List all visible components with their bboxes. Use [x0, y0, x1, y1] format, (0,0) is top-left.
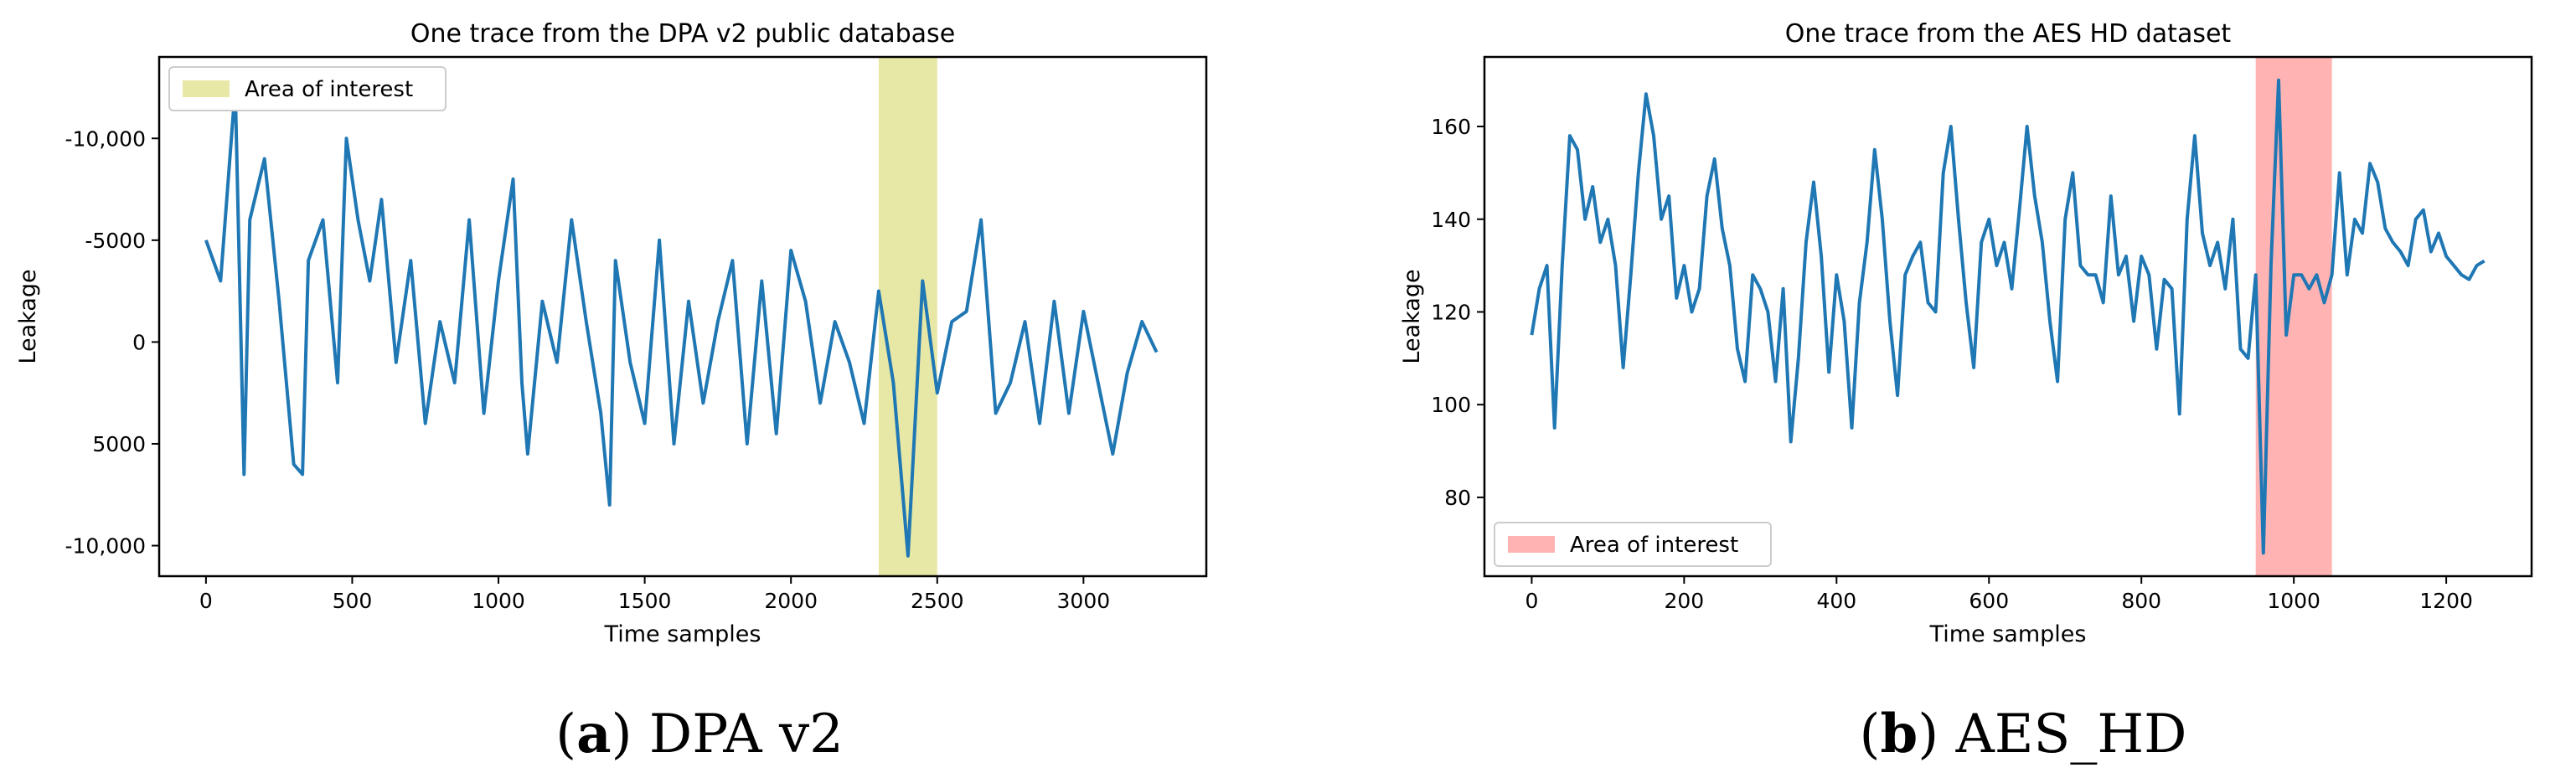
- y-tick-label: -10,000: [65, 534, 147, 559]
- x-axis-label: Time samples: [604, 621, 761, 647]
- x-tick-label: 600: [1969, 589, 2009, 613]
- x-tick-label: 3000: [1057, 589, 1111, 613]
- x-tick-label: 0: [1525, 589, 1538, 613]
- y-tick-label: 100: [1431, 393, 1471, 417]
- y-tick-label: -5000: [85, 229, 146, 253]
- chart-title: One trace from the AES HD dataset: [1785, 19, 2232, 49]
- y-tick-label: 5000: [92, 432, 146, 456]
- caption-b: (b) AES_HD: [1860, 703, 2187, 765]
- x-axis-label: Time samples: [1929, 621, 2087, 647]
- legend-label: Area of interest: [245, 77, 413, 102]
- x-tick-label: 1500: [618, 589, 672, 613]
- x-tick-label: 200: [1664, 589, 1704, 613]
- legend-label: Area of interest: [1570, 533, 1738, 558]
- caption-a: (a) DPA v2: [555, 703, 844, 765]
- legend-swatch: [183, 80, 230, 97]
- legend: Area of interest: [1494, 522, 1772, 567]
- x-tick-label: 1000: [2267, 589, 2320, 613]
- series-line-0: [1530, 78, 2486, 555]
- y-tick-label: 80: [1444, 486, 1471, 510]
- y-tick-label: 120: [1431, 300, 1471, 324]
- x-tick-label: 2000: [764, 589, 818, 613]
- x-tick-label: 0: [199, 589, 213, 613]
- legend-swatch: [1508, 536, 1555, 553]
- y-tick-label: 160: [1431, 115, 1471, 139]
- chart-title: One trace from the DPA v2 public databas…: [410, 19, 955, 49]
- legend: Area of interest: [168, 66, 447, 111]
- panel-dpa-v2: 0 500 1000 1500 2000 2500 3000 -10,000 5000 0 -50…: [15, 19, 1208, 647]
- plot-frame: [157, 55, 1208, 578]
- y-tick-label: -10,000: [65, 126, 147, 151]
- x-tick-label: 1000: [472, 589, 525, 613]
- x-tick-label: 1200: [2419, 589, 2473, 613]
- x-tick-label: 500: [333, 589, 373, 613]
- series-line-0: [204, 85, 1159, 558]
- y-tick-label: 0: [132, 330, 146, 354]
- panel-aes-hd: 0 200 400 600 800 1000 1200 80 100 120 140 160 One…: [1399, 19, 2533, 647]
- y-axis-label: Leakage: [1399, 269, 1425, 363]
- x-tick-label: 400: [1816, 589, 1856, 613]
- plot-frame: [1483, 55, 2533, 578]
- y-axis-label: Leakage: [15, 269, 41, 363]
- highlight-band: [2255, 57, 2332, 576]
- x-tick-label: 800: [2121, 589, 2161, 613]
- x-tick-label: 2500: [911, 589, 964, 613]
- y-tick-label: 140: [1431, 208, 1471, 232]
